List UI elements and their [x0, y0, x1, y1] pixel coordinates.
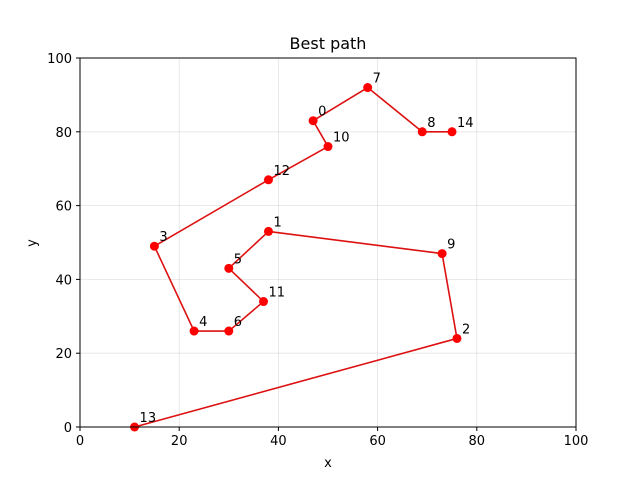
- y-tick-label: 40: [55, 273, 72, 288]
- point-label-12: 12: [273, 164, 290, 179]
- x-tick-label: 60: [369, 434, 386, 449]
- point-label-3: 3: [159, 230, 167, 245]
- x-tick-label: 0: [76, 434, 84, 449]
- path-point-3: [149, 241, 159, 251]
- path-point-5: [224, 263, 234, 273]
- path-point-11: [259, 297, 269, 307]
- plot-frame: [79, 57, 577, 428]
- x-tick-label: 80: [469, 434, 486, 449]
- point-label-11: 11: [269, 286, 286, 301]
- y-tick-label: 60: [55, 200, 72, 215]
- path-point-8: [417, 127, 427, 137]
- y-tick-label: 80: [55, 126, 72, 141]
- point-label-10: 10: [333, 131, 350, 146]
- path-point-14: [447, 127, 457, 137]
- y-axis-label: y: [25, 239, 40, 247]
- point-label-14: 14: [457, 116, 474, 131]
- point-label-6: 6: [234, 315, 242, 330]
- path-point-2: [452, 333, 462, 343]
- path-layer: [134, 86, 458, 428]
- y-tick-label: 0: [64, 421, 72, 436]
- path-point-6: [224, 326, 234, 336]
- x-axis-label: x: [324, 456, 332, 471]
- point-label-0: 0: [318, 105, 326, 120]
- point-label-5: 5: [234, 252, 242, 267]
- point-label-9: 9: [447, 238, 455, 253]
- path-point-12: [263, 175, 273, 185]
- point-label-1: 1: [273, 215, 281, 230]
- path-point-9: [437, 249, 447, 259]
- chart-title: Best path: [290, 34, 367, 53]
- path-point-4: [189, 326, 199, 336]
- path-point-7: [363, 83, 373, 93]
- path-point-1: [263, 226, 273, 236]
- x-tick-label: 40: [270, 434, 287, 449]
- y-axis: 0 20 40 60 80 100: [47, 52, 80, 436]
- point-label-4: 4: [199, 315, 207, 330]
- point-label-8: 8: [427, 116, 435, 131]
- path-point-10: [323, 142, 333, 152]
- y-tick-label: 20: [55, 347, 72, 362]
- y-tick-label: 100: [47, 52, 72, 67]
- point-label-7: 7: [373, 72, 381, 87]
- x-tick-label: 20: [171, 434, 188, 449]
- x-tick-label: 100: [564, 434, 589, 449]
- point-layer: [130, 83, 462, 432]
- point-label-2: 2: [462, 322, 470, 337]
- path-line: [134, 86, 458, 428]
- path-point-0: [308, 116, 318, 126]
- point-label-13: 13: [140, 411, 157, 426]
- x-axis: 0 20 40 60 80 100: [76, 427, 589, 449]
